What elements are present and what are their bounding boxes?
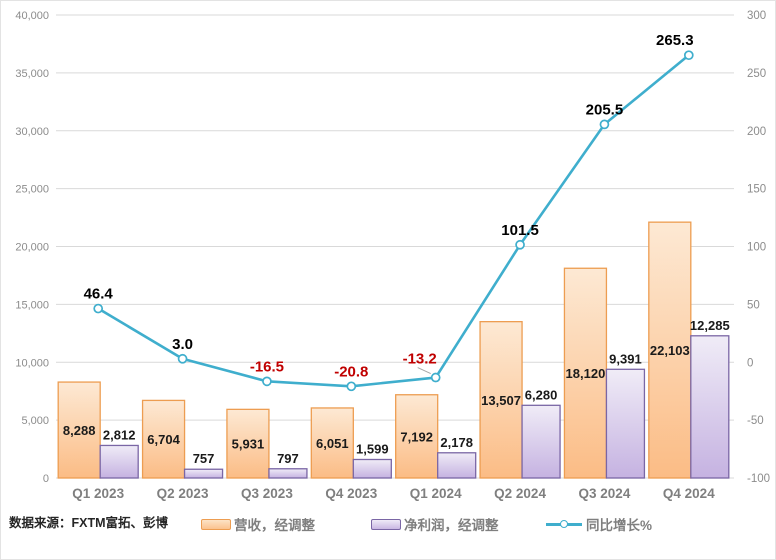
profit-value-label: 1,599 xyxy=(356,441,389,456)
legend-item-profit[interactable]: 净利润，经调整 xyxy=(371,514,499,534)
legend-revenue-label: 营收，经调整 xyxy=(234,518,315,533)
growth-value-label: 101.5 xyxy=(501,222,539,239)
profit-bar xyxy=(99,444,139,479)
x-axis-label: Q3 2023 xyxy=(241,486,293,501)
profit-value-label: 2,178 xyxy=(440,435,473,450)
left-axis-tick: 15,000 xyxy=(15,299,49,311)
revenue-bar xyxy=(57,381,101,479)
profit-bar xyxy=(690,335,730,479)
revenue-bar xyxy=(479,321,523,479)
right-axis-tick: 200 xyxy=(747,126,766,138)
right-axis-tick: 300 xyxy=(747,10,766,22)
growth-value-label: -20.8 xyxy=(334,363,368,380)
right-axis-tick: 0 xyxy=(747,357,753,369)
right-axis-tick: 100 xyxy=(747,242,766,254)
growth-marker xyxy=(346,381,357,392)
x-axis-label: Q1 2024 xyxy=(410,486,462,501)
revenue-swatch-icon xyxy=(201,518,231,530)
revenue-value-label: 6,704 xyxy=(147,432,180,447)
legend-item-growth[interactable]: 同比增长% xyxy=(546,514,652,534)
x-axis-label: Q2 2024 xyxy=(494,486,546,501)
revenue-value-label: 7,192 xyxy=(400,429,433,444)
right-axis-tick: -50 xyxy=(747,415,764,427)
growth-value-label: 205.5 xyxy=(586,101,624,118)
growth-marker xyxy=(683,50,694,61)
revenue-value-label: 5,931 xyxy=(232,437,265,452)
right-axis-tick: 250 xyxy=(747,68,766,80)
source-note: 数据来源：FXTM富拓、彭博 xyxy=(9,516,169,530)
profit-bar xyxy=(521,404,561,479)
x-axis-label: Q2 2023 xyxy=(157,486,209,501)
growth-value-label: 3.0 xyxy=(172,336,193,353)
growth-marker xyxy=(515,239,525,250)
growth-marker xyxy=(430,372,441,383)
left-axis-tick: 20,000 xyxy=(15,242,49,254)
label-leader-line xyxy=(417,367,431,374)
legend-profit-label: 净利润，经调整 xyxy=(404,518,499,533)
right-axis-tick: 150 xyxy=(747,184,766,196)
profit-bar xyxy=(352,458,392,479)
revenue-bar xyxy=(395,394,439,479)
profit-value-label: 12,285 xyxy=(690,318,730,333)
revenue-bar xyxy=(310,407,354,479)
growth-value-label: 46.4 xyxy=(84,286,114,303)
profit-value-label: 6,280 xyxy=(525,387,558,402)
growth-marker xyxy=(599,119,610,130)
profit-value-label: 797 xyxy=(277,451,299,466)
revenue-value-label: 18,120 xyxy=(566,366,606,381)
left-axis-tick: 10,000 xyxy=(15,357,49,369)
profit-value-label: 2,812 xyxy=(103,427,136,442)
x-axis-label: Q3 2024 xyxy=(579,486,631,501)
left-axis-tick: 40,000 xyxy=(15,10,49,22)
right-axis-tick: -100 xyxy=(747,473,770,485)
profit-bar xyxy=(605,368,646,479)
revenue-value-label: 6,051 xyxy=(316,436,349,451)
growth-line xyxy=(96,53,691,388)
x-axis-label: Q4 2024 xyxy=(663,486,715,501)
x-axis-label: Q1 2023 xyxy=(72,486,124,501)
revenue-bar xyxy=(648,221,692,479)
profit-bar xyxy=(437,452,477,479)
growth-marker xyxy=(177,353,188,364)
growth-value-label: 265.3 xyxy=(656,32,694,49)
left-axis-tick: 25,000 xyxy=(15,184,49,196)
combo-chart: 0 5,000 10,000 15,000 20,000 25,000 30,000 35,0… xyxy=(15,10,770,501)
right-axis-tick: 50 xyxy=(747,299,760,311)
profit-value-label: 757 xyxy=(193,451,215,466)
left-axis-tick: 5,000 xyxy=(21,415,49,427)
revenue-value-label: 8,288 xyxy=(63,423,96,438)
growth-marker xyxy=(262,376,272,387)
growth-line-swatch-icon xyxy=(546,518,582,530)
legend-growth-label: 同比增长% xyxy=(586,518,653,533)
left-axis-tick: 35,000 xyxy=(15,68,49,80)
x-axis-label: Q4 2023 xyxy=(325,486,377,501)
growth-value-label: -13.2 xyxy=(403,351,437,368)
revenue-value-label: 13,507 xyxy=(481,393,521,408)
revenue-bar xyxy=(563,267,608,479)
growth-marker xyxy=(93,303,104,314)
revenue-value-label: 22,103 xyxy=(650,343,690,358)
revenue-bar xyxy=(141,399,186,479)
growth-value-label: -16.5 xyxy=(250,358,284,375)
revenue-bar xyxy=(226,408,270,479)
left-axis-tick: 0 xyxy=(43,473,49,485)
profit-swatch-icon xyxy=(371,518,401,530)
profit-value-label: 9,391 xyxy=(609,351,642,366)
left-axis-tick: 30,000 xyxy=(15,126,49,138)
profit-bar xyxy=(183,468,224,479)
profit-bar xyxy=(268,468,308,479)
legend-item-revenue[interactable]: 营收，经调整 xyxy=(201,514,315,534)
